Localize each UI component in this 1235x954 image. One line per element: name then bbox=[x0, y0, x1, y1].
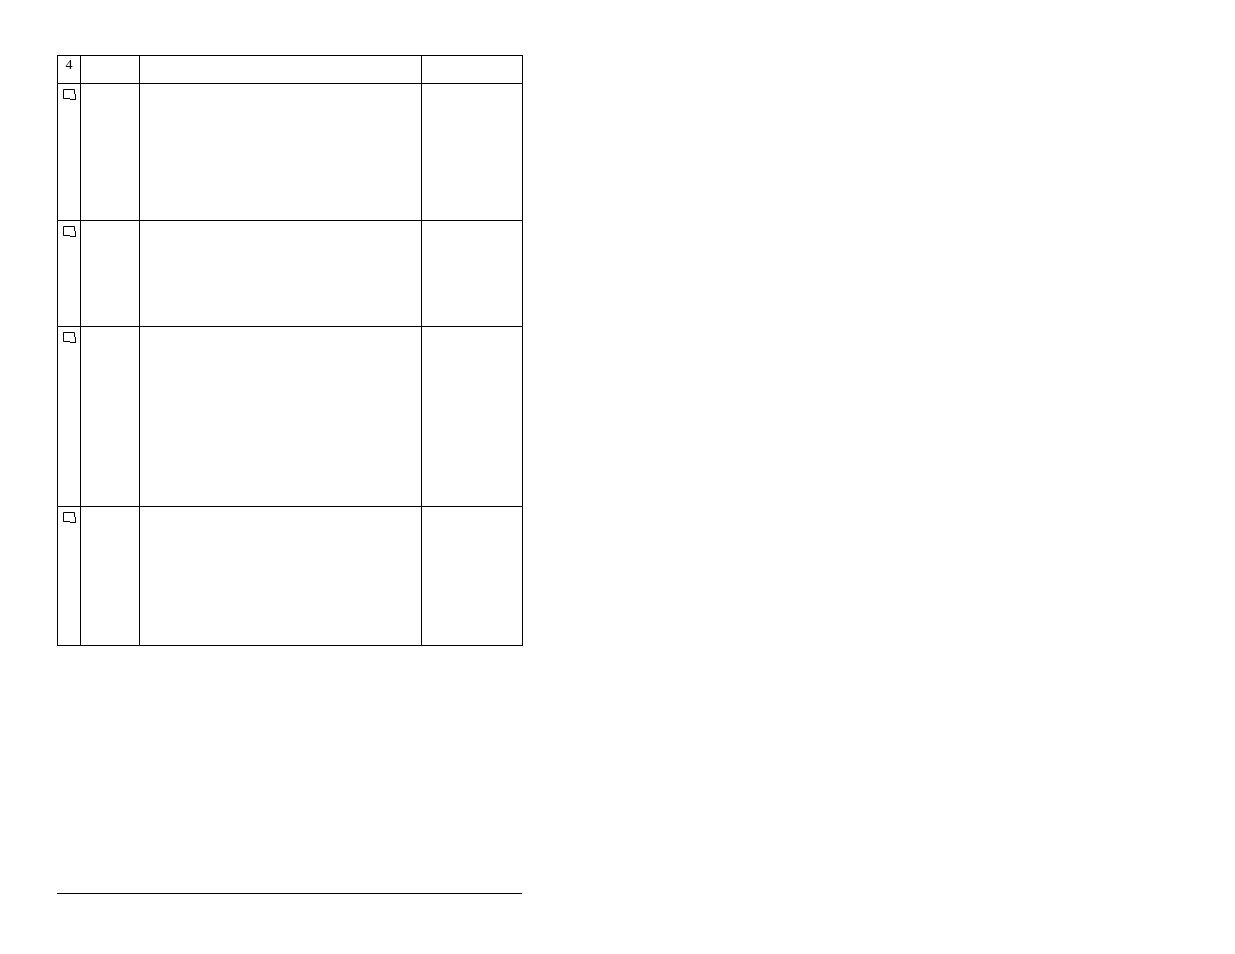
checkbox-cell bbox=[58, 507, 81, 646]
table-cell bbox=[81, 56, 140, 84]
table-row bbox=[58, 221, 523, 327]
table-cell bbox=[422, 507, 523, 646]
table-cell bbox=[81, 507, 140, 646]
table-cell bbox=[422, 56, 523, 84]
table-cell bbox=[422, 84, 523, 221]
row-number-cell: 4 bbox=[58, 56, 81, 84]
table-cell bbox=[140, 221, 422, 327]
table-cell bbox=[81, 327, 140, 507]
table-cell bbox=[422, 327, 523, 507]
checkbox-icon[interactable] bbox=[63, 512, 75, 522]
table-cell bbox=[81, 221, 140, 327]
checkbox-icon[interactable] bbox=[63, 332, 75, 342]
table-row bbox=[58, 84, 523, 221]
checkbox-cell bbox=[58, 221, 81, 327]
row-number: 4 bbox=[66, 58, 73, 73]
table-cell bbox=[140, 327, 422, 507]
table-cell bbox=[140, 84, 422, 221]
table-cell bbox=[140, 56, 422, 84]
table-cell bbox=[422, 221, 523, 327]
checkbox-cell bbox=[58, 327, 81, 507]
table-cell bbox=[81, 84, 140, 221]
table-cell bbox=[140, 507, 422, 646]
checkbox-cell bbox=[58, 84, 81, 221]
table-row: 4 bbox=[58, 56, 523, 84]
checkbox-icon[interactable] bbox=[63, 89, 75, 99]
checkbox-icon[interactable] bbox=[63, 226, 75, 236]
document-table: 4 bbox=[57, 55, 523, 646]
footer-divider bbox=[57, 893, 522, 894]
table-row bbox=[58, 507, 523, 646]
table-row bbox=[58, 327, 523, 507]
